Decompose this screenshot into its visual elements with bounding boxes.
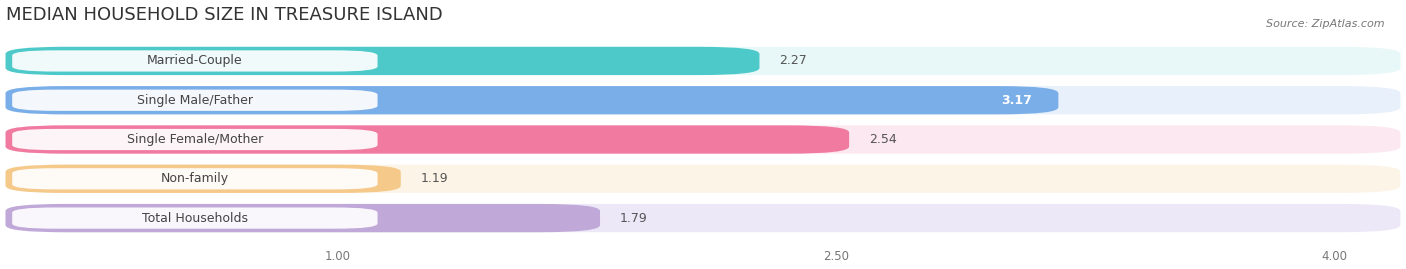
FancyBboxPatch shape <box>6 165 401 193</box>
Text: Total Households: Total Households <box>142 212 247 225</box>
Text: Single Female/Mother: Single Female/Mother <box>127 133 263 146</box>
FancyBboxPatch shape <box>6 47 759 75</box>
FancyBboxPatch shape <box>13 207 378 229</box>
FancyBboxPatch shape <box>6 204 1400 232</box>
FancyBboxPatch shape <box>6 125 1400 154</box>
FancyBboxPatch shape <box>6 47 1400 75</box>
Text: 1.19: 1.19 <box>420 172 449 185</box>
FancyBboxPatch shape <box>13 168 378 189</box>
Text: MEDIAN HOUSEHOLD SIZE IN TREASURE ISLAND: MEDIAN HOUSEHOLD SIZE IN TREASURE ISLAND <box>6 6 443 24</box>
Text: Single Male/Father: Single Male/Father <box>136 94 253 107</box>
Text: 2.54: 2.54 <box>869 133 897 146</box>
FancyBboxPatch shape <box>6 204 600 232</box>
Text: 1.79: 1.79 <box>620 212 648 225</box>
Text: Non-family: Non-family <box>160 172 229 185</box>
FancyBboxPatch shape <box>6 165 1400 193</box>
FancyBboxPatch shape <box>13 90 378 111</box>
FancyBboxPatch shape <box>6 86 1059 114</box>
FancyBboxPatch shape <box>6 86 1400 114</box>
Text: 2.27: 2.27 <box>779 54 807 68</box>
FancyBboxPatch shape <box>13 129 378 150</box>
Text: 3.17: 3.17 <box>1001 94 1032 107</box>
FancyBboxPatch shape <box>13 50 378 72</box>
Text: Married-Couple: Married-Couple <box>148 54 243 68</box>
Text: Source: ZipAtlas.com: Source: ZipAtlas.com <box>1267 19 1385 29</box>
FancyBboxPatch shape <box>6 125 849 154</box>
